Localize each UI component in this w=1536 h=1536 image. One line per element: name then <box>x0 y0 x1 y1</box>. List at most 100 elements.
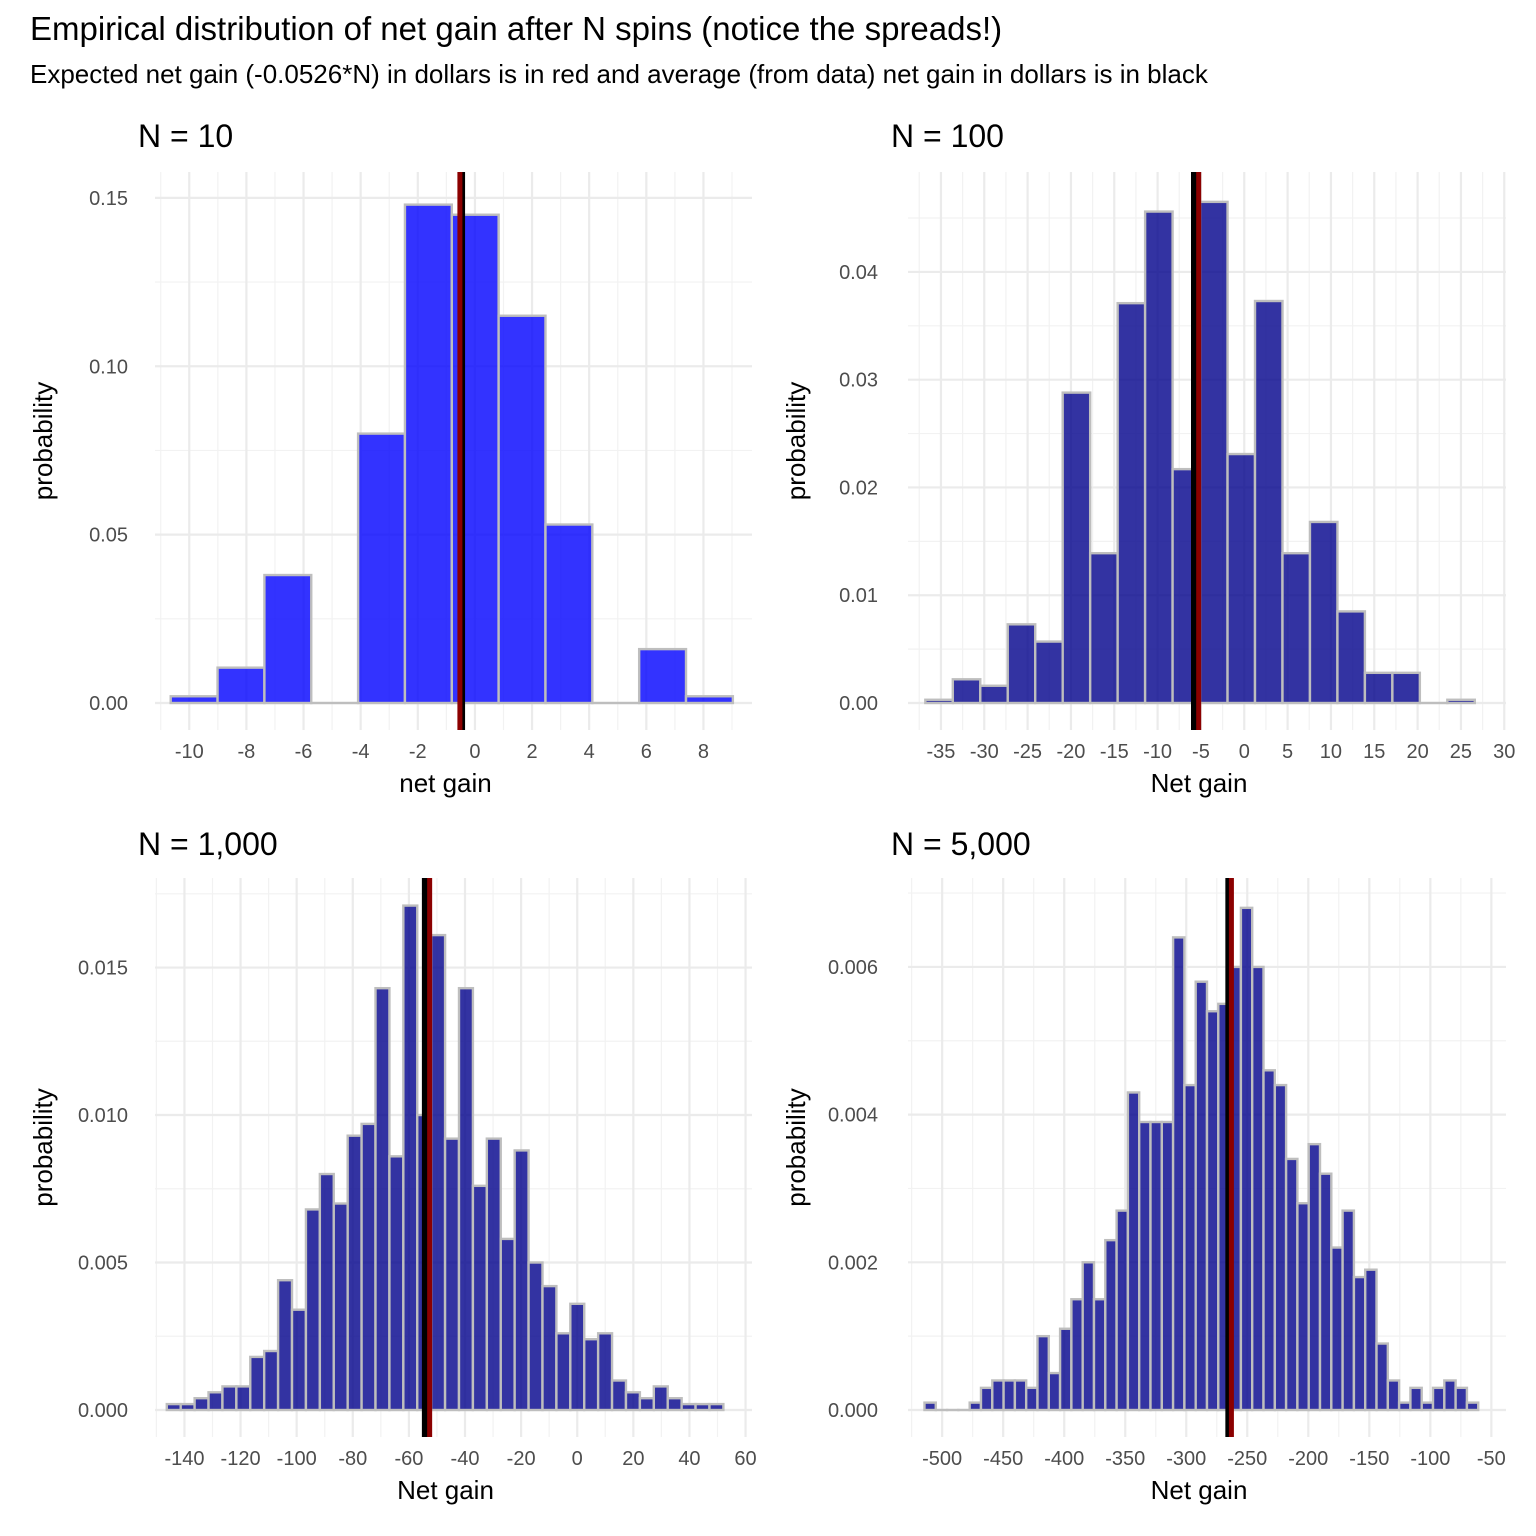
histogram-bar <box>221 1385 238 1412</box>
histogram-bar <box>1205 1010 1220 1412</box>
x-tick-label: -120 <box>221 1448 261 1470</box>
panel-title: N = 1,000 <box>138 826 278 862</box>
histogram-bar <box>1253 299 1284 705</box>
x-tick-label: -8 <box>238 741 256 763</box>
x-tick-label: -500 <box>922 1448 962 1470</box>
y-tick-label: 0.01 <box>839 585 878 607</box>
histogram-bar <box>1375 1342 1390 1412</box>
x-tick-label: -40 <box>451 1448 480 1470</box>
y-tick-label: 0.00 <box>839 693 878 715</box>
y-tick-label: 0.05 <box>89 525 128 547</box>
histogram-bar <box>1115 1209 1130 1412</box>
x-tick-label: 60 <box>734 1448 756 1470</box>
x-tick-label: -140 <box>164 1448 204 1470</box>
histogram-bar <box>638 1397 656 1412</box>
y-tick-label: 0.10 <box>89 356 128 378</box>
histogram-bar <box>499 1237 516 1412</box>
histogram-bar <box>1341 1209 1356 1412</box>
histogram-bar <box>1307 1142 1322 1412</box>
histogram-bar <box>666 1397 683 1412</box>
y-tick-label: 0.015 <box>78 958 128 980</box>
histogram-bar <box>569 1302 586 1412</box>
histogram-bar <box>1251 965 1265 1412</box>
histogram-bar <box>1308 520 1339 705</box>
histogram-bar <box>318 1172 335 1412</box>
x-axis-title: Net gain <box>1151 1475 1248 1505</box>
histogram-bar <box>979 1386 994 1412</box>
x-axis-title: Net gain <box>1151 768 1248 798</box>
x-tick-label: 15 <box>1363 741 1385 763</box>
histogram-bar <box>652 1385 669 1412</box>
histogram-bar <box>235 1385 252 1412</box>
x-tick-label: 20 <box>622 1448 644 1470</box>
histogram-bar <box>332 1202 349 1412</box>
x-tick-label: -200 <box>1288 1448 1328 1470</box>
histogram-bar <box>1239 906 1254 1412</box>
histogram-bar <box>429 933 447 1412</box>
y-axis-title: probability <box>781 1088 811 1207</box>
histogram-bar <box>216 666 266 705</box>
histogram-bar <box>1420 1401 1435 1412</box>
x-tick-label: 10 <box>1320 741 1342 763</box>
x-tick-label: 6 <box>641 741 652 763</box>
x-tick-label: -20 <box>507 1448 536 1470</box>
histogram-bar <box>457 986 475 1412</box>
histogram-bar <box>388 1155 405 1412</box>
histogram-bar <box>1143 210 1174 705</box>
histogram-bar <box>1006 623 1037 705</box>
x-tick-label: -300 <box>1166 1448 1206 1470</box>
histogram-bar <box>262 1349 280 1412</box>
histogram-bar <box>637 647 688 705</box>
histogram-bar <box>443 1137 461 1412</box>
panel-2: 0.00 0.01 0.02 0.03 0.04 -35 -30 -25 -20 -15 -10 -5… <box>781 118 1515 798</box>
x-tick-label: -100 <box>1410 1448 1450 1470</box>
histogram-bar <box>1024 1386 1039 1412</box>
x-axis-title: Net gain <box>397 1475 494 1505</box>
histogram-bar <box>1336 610 1367 705</box>
histogram-bar <box>471 1184 489 1412</box>
histogram-bar <box>1088 551 1119 705</box>
y-tick-label: 0.002 <box>828 1252 878 1274</box>
histogram-bar <box>1296 1202 1310 1412</box>
histogram-bar <box>1116 301 1147 705</box>
histogram-bar <box>1226 452 1257 705</box>
figure-title: Empirical distribution of net gain after… <box>30 10 1003 47</box>
panel-4: 0.000 0.002 0.004 0.006 -500 -450 -400 -350 -300… <box>781 826 1506 1505</box>
histogram-bar <box>1061 391 1092 705</box>
histogram-bar <box>360 1122 377 1412</box>
x-tick-label: 30 <box>1493 741 1515 763</box>
x-tick-label: 25 <box>1450 741 1472 763</box>
histogram-bar <box>610 1379 628 1412</box>
histogram-bar <box>1262 1069 1277 1412</box>
x-tick-label: 0 <box>1239 741 1250 763</box>
histogram-bar <box>1281 551 1312 705</box>
histogram-bar <box>596 1332 614 1412</box>
histogram-bar <box>1454 1386 1469 1412</box>
histogram-bar <box>968 1401 983 1412</box>
y-tick-label: 0.010 <box>78 1105 128 1127</box>
x-tick-label: -80 <box>338 1448 367 1470</box>
histogram-bar <box>485 1137 502 1412</box>
histogram-bar <box>497 314 547 705</box>
x-axis-title: net gain <box>399 768 492 798</box>
x-tick-label: 4 <box>584 741 595 763</box>
histogram-bar <box>544 523 594 705</box>
x-tick-label: -250 <box>1227 1448 1267 1470</box>
histogram-bar <box>1465 1401 1480 1412</box>
histogram-bar <box>979 684 1009 705</box>
y-tick-label: 0.02 <box>839 477 878 499</box>
histogram-bar <box>708 1402 725 1412</box>
panel-title: N = 5,000 <box>891 826 1031 862</box>
x-tick-label: -450 <box>983 1448 1023 1470</box>
x-tick-label: -25 <box>1013 741 1042 763</box>
histogram-bar <box>165 1402 182 1412</box>
histogram-bar <box>1363 671 1394 705</box>
histogram-bar <box>1047 1371 1062 1412</box>
y-tick-label: 0.04 <box>839 262 878 284</box>
histogram-bar <box>193 1397 210 1412</box>
x-tick-label: -60 <box>394 1448 423 1470</box>
histogram-bar <box>1431 1386 1446 1412</box>
histogram-bar <box>1081 1261 1096 1412</box>
histogram-bar <box>374 986 391 1412</box>
